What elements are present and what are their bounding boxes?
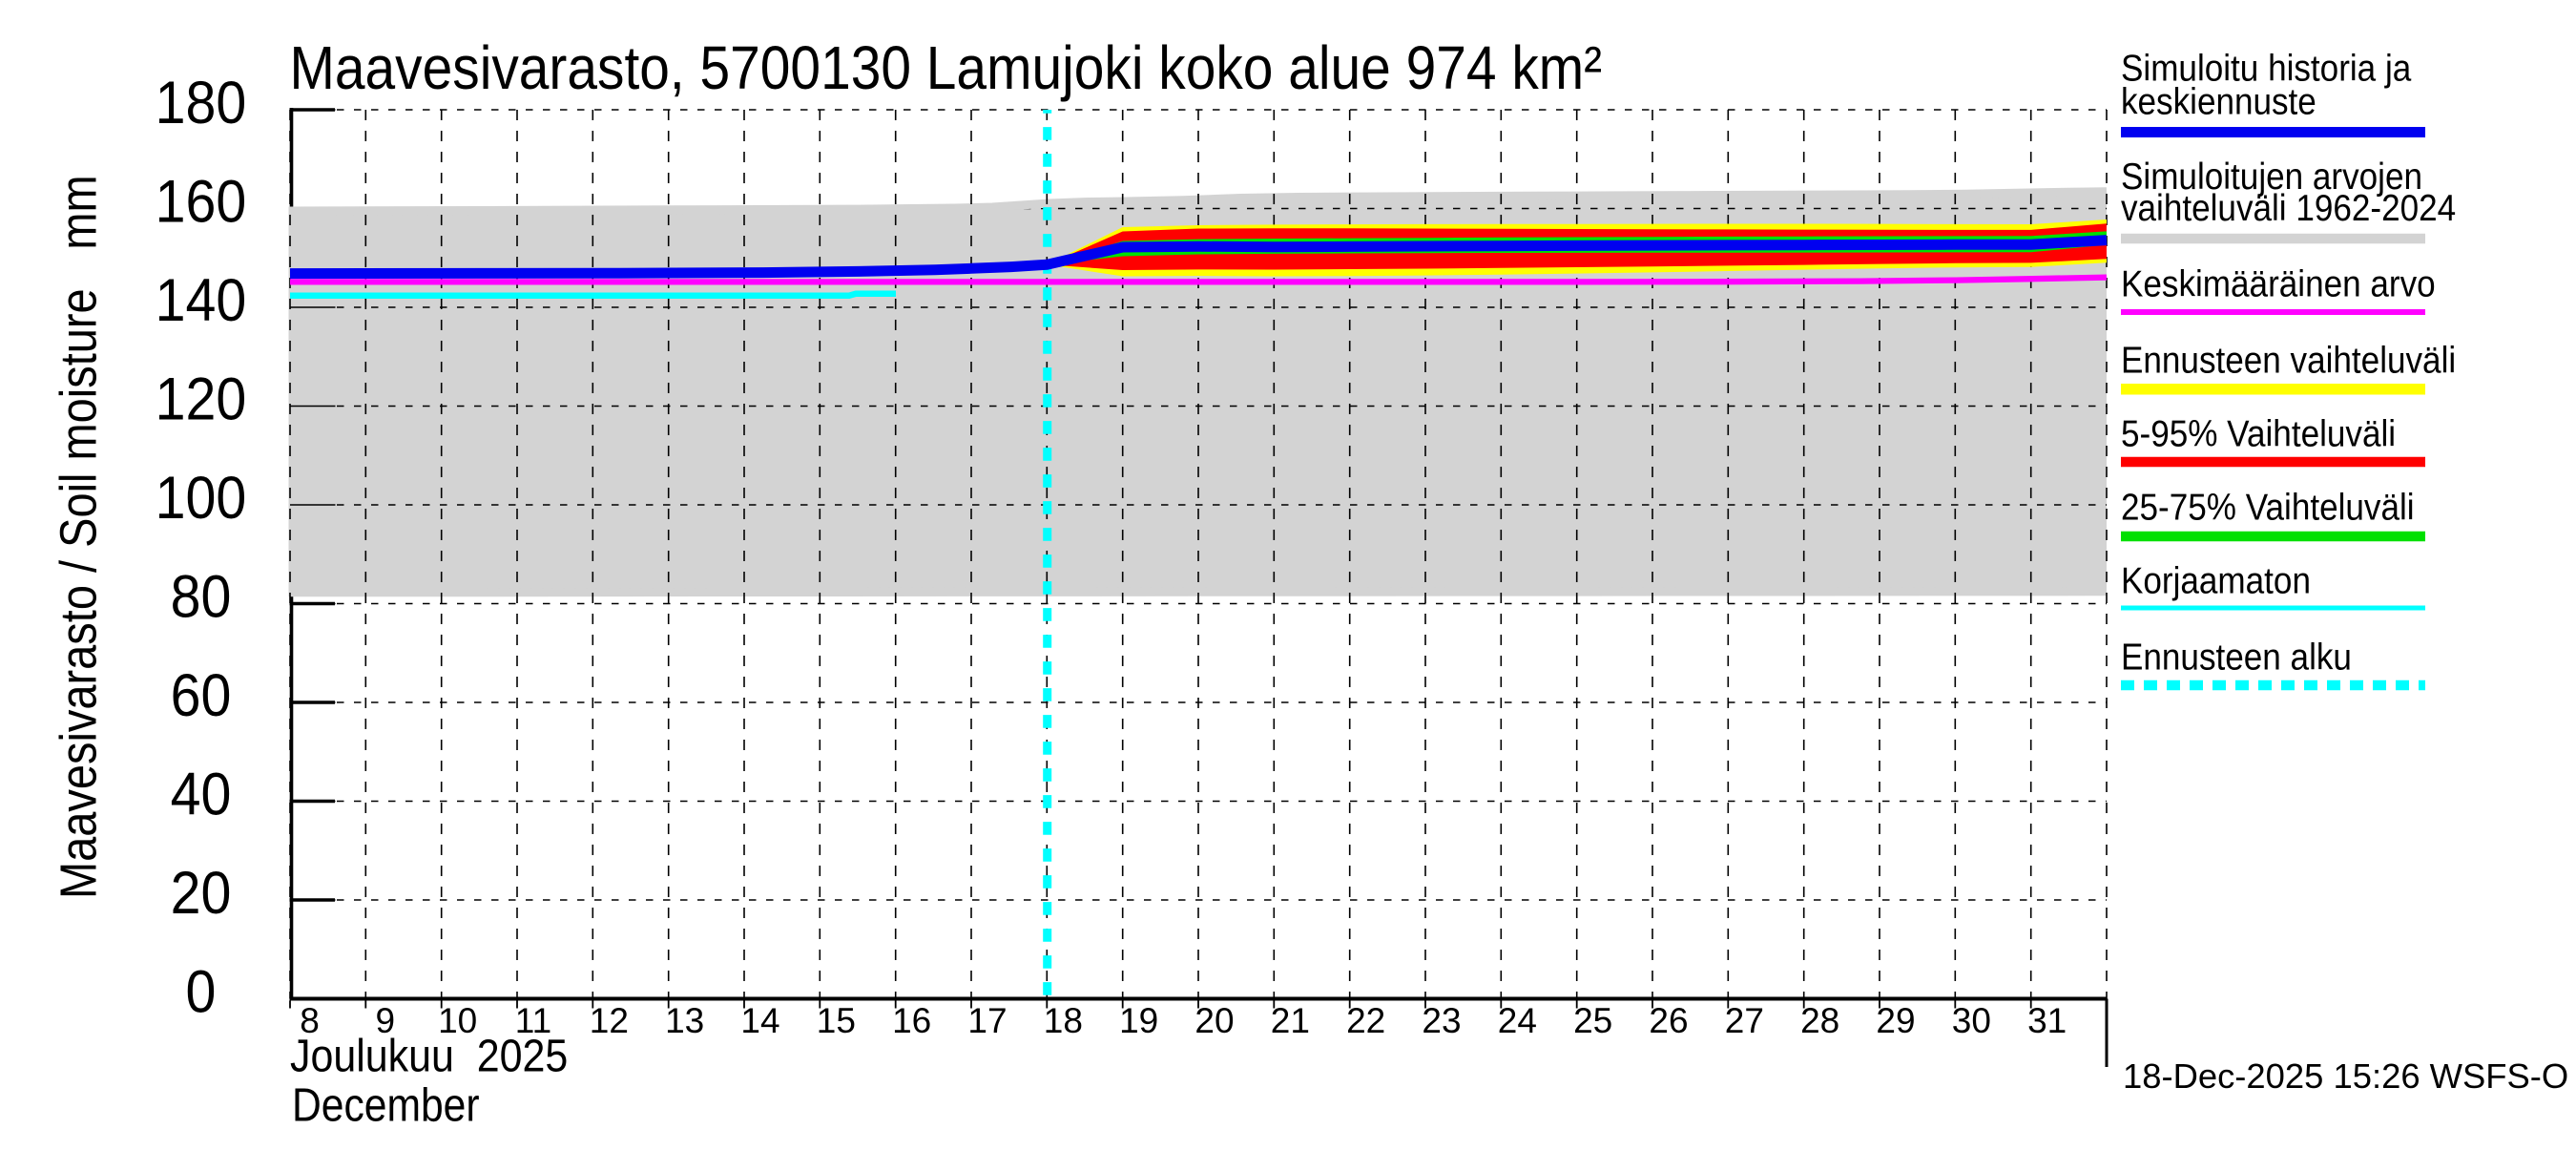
svg-text:Maavesivarasto / Soil moisture: Maavesivarasto / Soil moisture — [49, 288, 107, 899]
svg-text:10: 10 — [438, 1001, 477, 1040]
svg-text:Simuloitu historia ja: Simuloitu historia ja — [2121, 47, 2412, 89]
svg-text:27: 27 — [1725, 1001, 1764, 1040]
svg-text:80: 80 — [171, 562, 232, 630]
svg-text:26: 26 — [1649, 1001, 1688, 1040]
svg-text:31: 31 — [2027, 1001, 2067, 1040]
svg-text:28: 28 — [1800, 1001, 1839, 1040]
svg-text:140: 140 — [156, 265, 247, 333]
svg-text:100: 100 — [156, 463, 247, 531]
svg-text:Maavesivarasto, 5700130 Lamujo: Maavesivarasto, 5700130 Lamujoki koko al… — [289, 33, 1602, 102]
svg-text:Korjaamaton: Korjaamaton — [2121, 559, 2311, 601]
svg-text:0: 0 — [186, 957, 217, 1025]
svg-text:Simuloitujen arvojen: Simuloitujen arvojen — [2121, 155, 2422, 197]
svg-text:25: 25 — [1573, 1001, 1612, 1040]
svg-text:120: 120 — [156, 365, 247, 432]
svg-text:22: 22 — [1346, 1001, 1385, 1040]
svg-text:25-75% Vaihteluväli: 25-75% Vaihteluväli — [2121, 486, 2415, 528]
svg-text:23: 23 — [1422, 1001, 1461, 1040]
svg-text:17: 17 — [967, 1001, 1007, 1040]
svg-text:160: 160 — [156, 167, 247, 235]
svg-text:12: 12 — [590, 1001, 629, 1040]
svg-text:13: 13 — [665, 1001, 704, 1040]
svg-text:mm: mm — [49, 175, 107, 249]
svg-text:20: 20 — [1195, 1001, 1234, 1040]
svg-text:Ennusteen alku: Ennusteen alku — [2121, 636, 2352, 678]
svg-text:December: December — [292, 1078, 480, 1131]
svg-text:15: 15 — [817, 1001, 856, 1040]
svg-text:8: 8 — [300, 1001, 320, 1040]
svg-text:18: 18 — [1044, 1001, 1083, 1040]
svg-text:9: 9 — [376, 1001, 396, 1040]
svg-text:14: 14 — [740, 1001, 779, 1040]
svg-text:keskiennuste: keskiennuste — [2121, 80, 2316, 122]
svg-text:60: 60 — [171, 660, 232, 728]
svg-text:29: 29 — [1876, 1001, 1915, 1040]
svg-text:30: 30 — [1952, 1001, 1991, 1040]
svg-text:180: 180 — [156, 68, 247, 136]
svg-text:24: 24 — [1498, 1001, 1537, 1040]
svg-text:Ennusteen vaihteluväli: Ennusteen vaihteluväli — [2121, 339, 2456, 381]
svg-text:5-95% Vaihteluväli: 5-95% Vaihteluväli — [2121, 412, 2396, 454]
svg-text:vaihteluväli 1962-2024: vaihteluväli 1962-2024 — [2121, 186, 2456, 228]
svg-text:40: 40 — [171, 760, 232, 827]
svg-text:20: 20 — [171, 858, 232, 926]
svg-text:Keskimääräinen arvo: Keskimääräinen arvo — [2121, 262, 2436, 304]
svg-text:18-Dec-2025 15:26 WSFS-O: 18-Dec-2025 15:26 WSFS-O — [2123, 1056, 2568, 1096]
svg-text:16: 16 — [892, 1001, 931, 1040]
svg-text:11: 11 — [515, 1001, 551, 1040]
svg-text:Joulukuu 2025: Joulukuu 2025 — [290, 1030, 568, 1081]
svg-text:19: 19 — [1119, 1001, 1158, 1040]
svg-text:21: 21 — [1271, 1001, 1310, 1040]
